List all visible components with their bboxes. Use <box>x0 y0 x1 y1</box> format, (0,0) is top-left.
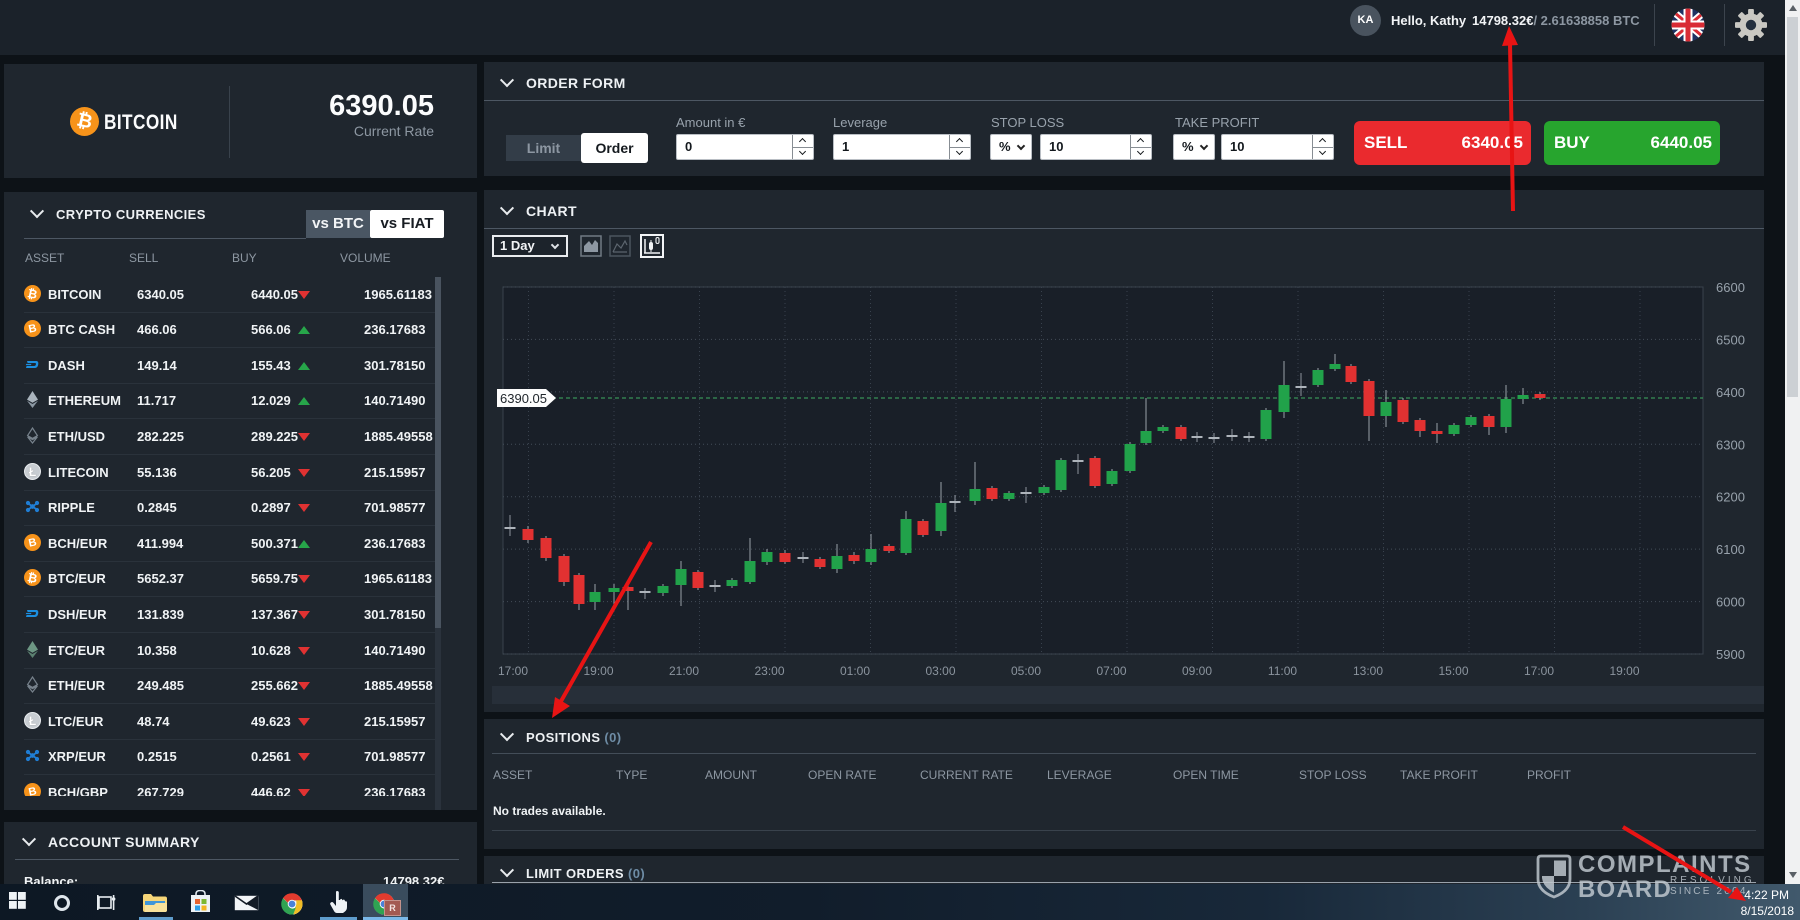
svg-text:RESOLVING: RESOLVING <box>1670 875 1755 886</box>
svg-text:SINCE 2004: SINCE 2004 <box>1670 886 1748 897</box>
svg-text:6600: 6600 <box>1716 280 1745 295</box>
svg-text:BOARD: BOARD <box>1578 876 1672 903</box>
svg-text:03:00: 03:00 <box>925 664 955 678</box>
svg-text:11:00: 11:00 <box>1268 664 1297 678</box>
svg-text:5900: 5900 <box>1716 647 1745 662</box>
svg-text:07:00: 07:00 <box>1096 664 1126 678</box>
svg-text:6390.05: 6390.05 <box>500 391 547 406</box>
svg-text:23:00: 23:00 <box>754 664 784 678</box>
svg-text:19:00: 19:00 <box>583 664 613 678</box>
svg-text:6400: 6400 <box>1716 385 1745 400</box>
svg-text:6300: 6300 <box>1716 437 1745 452</box>
svg-text:6000: 6000 <box>1716 595 1745 610</box>
svg-text:15:00: 15:00 <box>1438 664 1468 678</box>
svg-text:COMPLAINTS: COMPLAINTS <box>1578 851 1752 878</box>
svg-text:6100: 6100 <box>1716 542 1745 557</box>
svg-text:17:00: 17:00 <box>498 664 528 678</box>
svg-text:13:00: 13:00 <box>1353 664 1383 678</box>
svg-text:6200: 6200 <box>1716 490 1745 505</box>
svg-text:6500: 6500 <box>1716 332 1745 347</box>
svg-text:05:00: 05:00 <box>1011 664 1041 678</box>
svg-text:01:00: 01:00 <box>840 664 870 678</box>
svg-text:09:00: 09:00 <box>1182 664 1212 678</box>
svg-text:17:00: 17:00 <box>1524 664 1554 678</box>
svg-text:19:00: 19:00 <box>1609 664 1639 678</box>
svg-text:21:00: 21:00 <box>669 664 699 678</box>
